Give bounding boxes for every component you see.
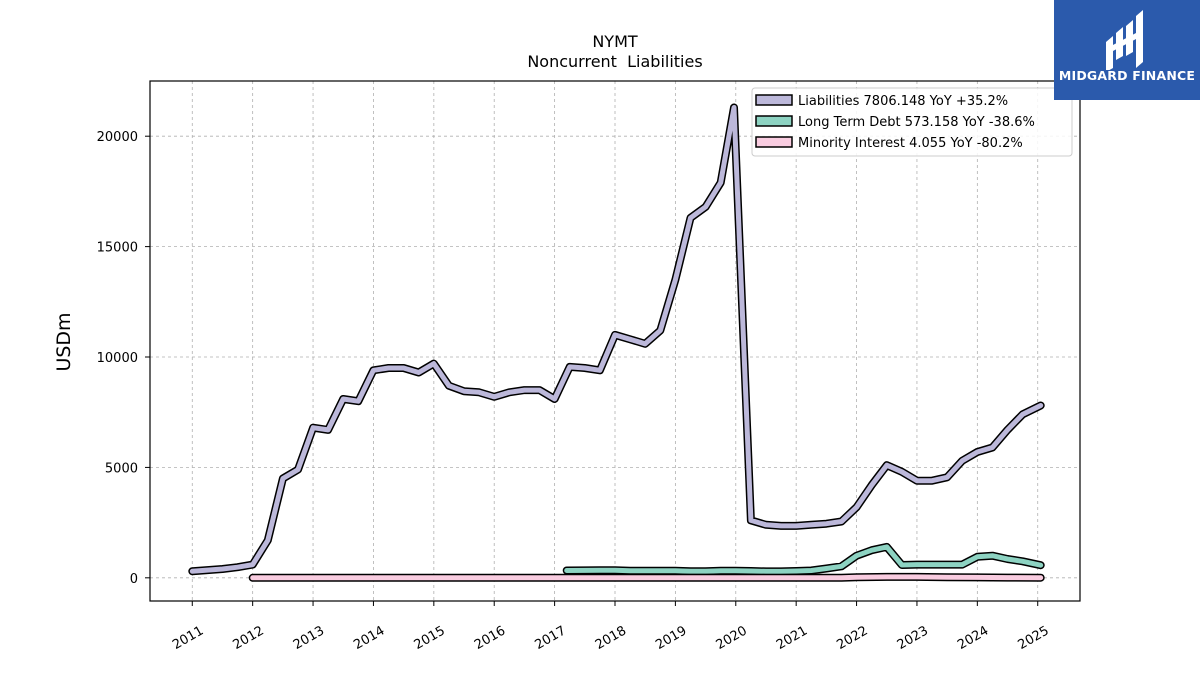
x-tick-label: 2019 [653, 623, 689, 653]
x-tick-label: 2012 [231, 623, 267, 653]
x-tick-label: 2021 [774, 623, 810, 653]
y-tick-label: 0 [130, 572, 138, 587]
x-tick-label: 2022 [834, 623, 870, 653]
x-tick-label: 2020 [714, 623, 750, 653]
series-layer [188, 103, 1045, 582]
legend-swatch [755, 136, 793, 148]
legend-swatch [755, 115, 793, 127]
y-tick-label: 15000 [97, 241, 138, 256]
x-tick-label: 2018 [593, 623, 629, 653]
legend-entry-label: Liabilities 7806.148 YoY +35.2% [798, 94, 1008, 109]
x-tick-label: 2023 [895, 623, 931, 653]
chart-subtitle: Noncurrent Liabilities [527, 52, 702, 71]
y-axis-label: USDm [53, 312, 75, 371]
legend-entry-label: Minority Interest 4.055 YoY -80.2% [798, 136, 1023, 151]
midgard-finance-logo: MIDGARD FINANCE [1054, 0, 1200, 100]
series-line [189, 105, 1044, 574]
series-line [250, 574, 1044, 581]
series-line [564, 544, 1044, 574]
series-liabilities [188, 103, 1045, 576]
legend-box [751, 87, 1073, 157]
x-tick-label: 2013 [291, 623, 327, 653]
x-tick-label: 2014 [351, 623, 387, 653]
y-tick-label: 10000 [97, 351, 138, 366]
series-line-outline [188, 103, 1045, 576]
y-tick-label: 20000 [97, 130, 138, 145]
x-tick-label: 2025 [1016, 623, 1052, 653]
x-tick-label: 2015 [412, 623, 448, 653]
x-tick-label: 2016 [472, 623, 508, 653]
chart-title: NYMT [592, 32, 638, 51]
legend-swatch [755, 94, 793, 106]
x-tick-label: 2024 [955, 623, 991, 653]
legend-entry-label: Long Term Debt 573.158 YoY -38.6% [798, 115, 1035, 130]
logo-mark-icon [1106, 10, 1143, 70]
series-minority-interest [248, 572, 1045, 582]
legend: Liabilities 7806.148 YoY +35.2% Long Term… [751, 87, 1073, 157]
logo-text: MIDGARD FINANCE [1058, 68, 1196, 83]
y-tick-label: 5000 [105, 461, 138, 476]
x-tick-label: 2017 [532, 623, 568, 653]
series-long-term-debt [562, 542, 1045, 576]
x-tick-label: 2011 [170, 623, 206, 653]
